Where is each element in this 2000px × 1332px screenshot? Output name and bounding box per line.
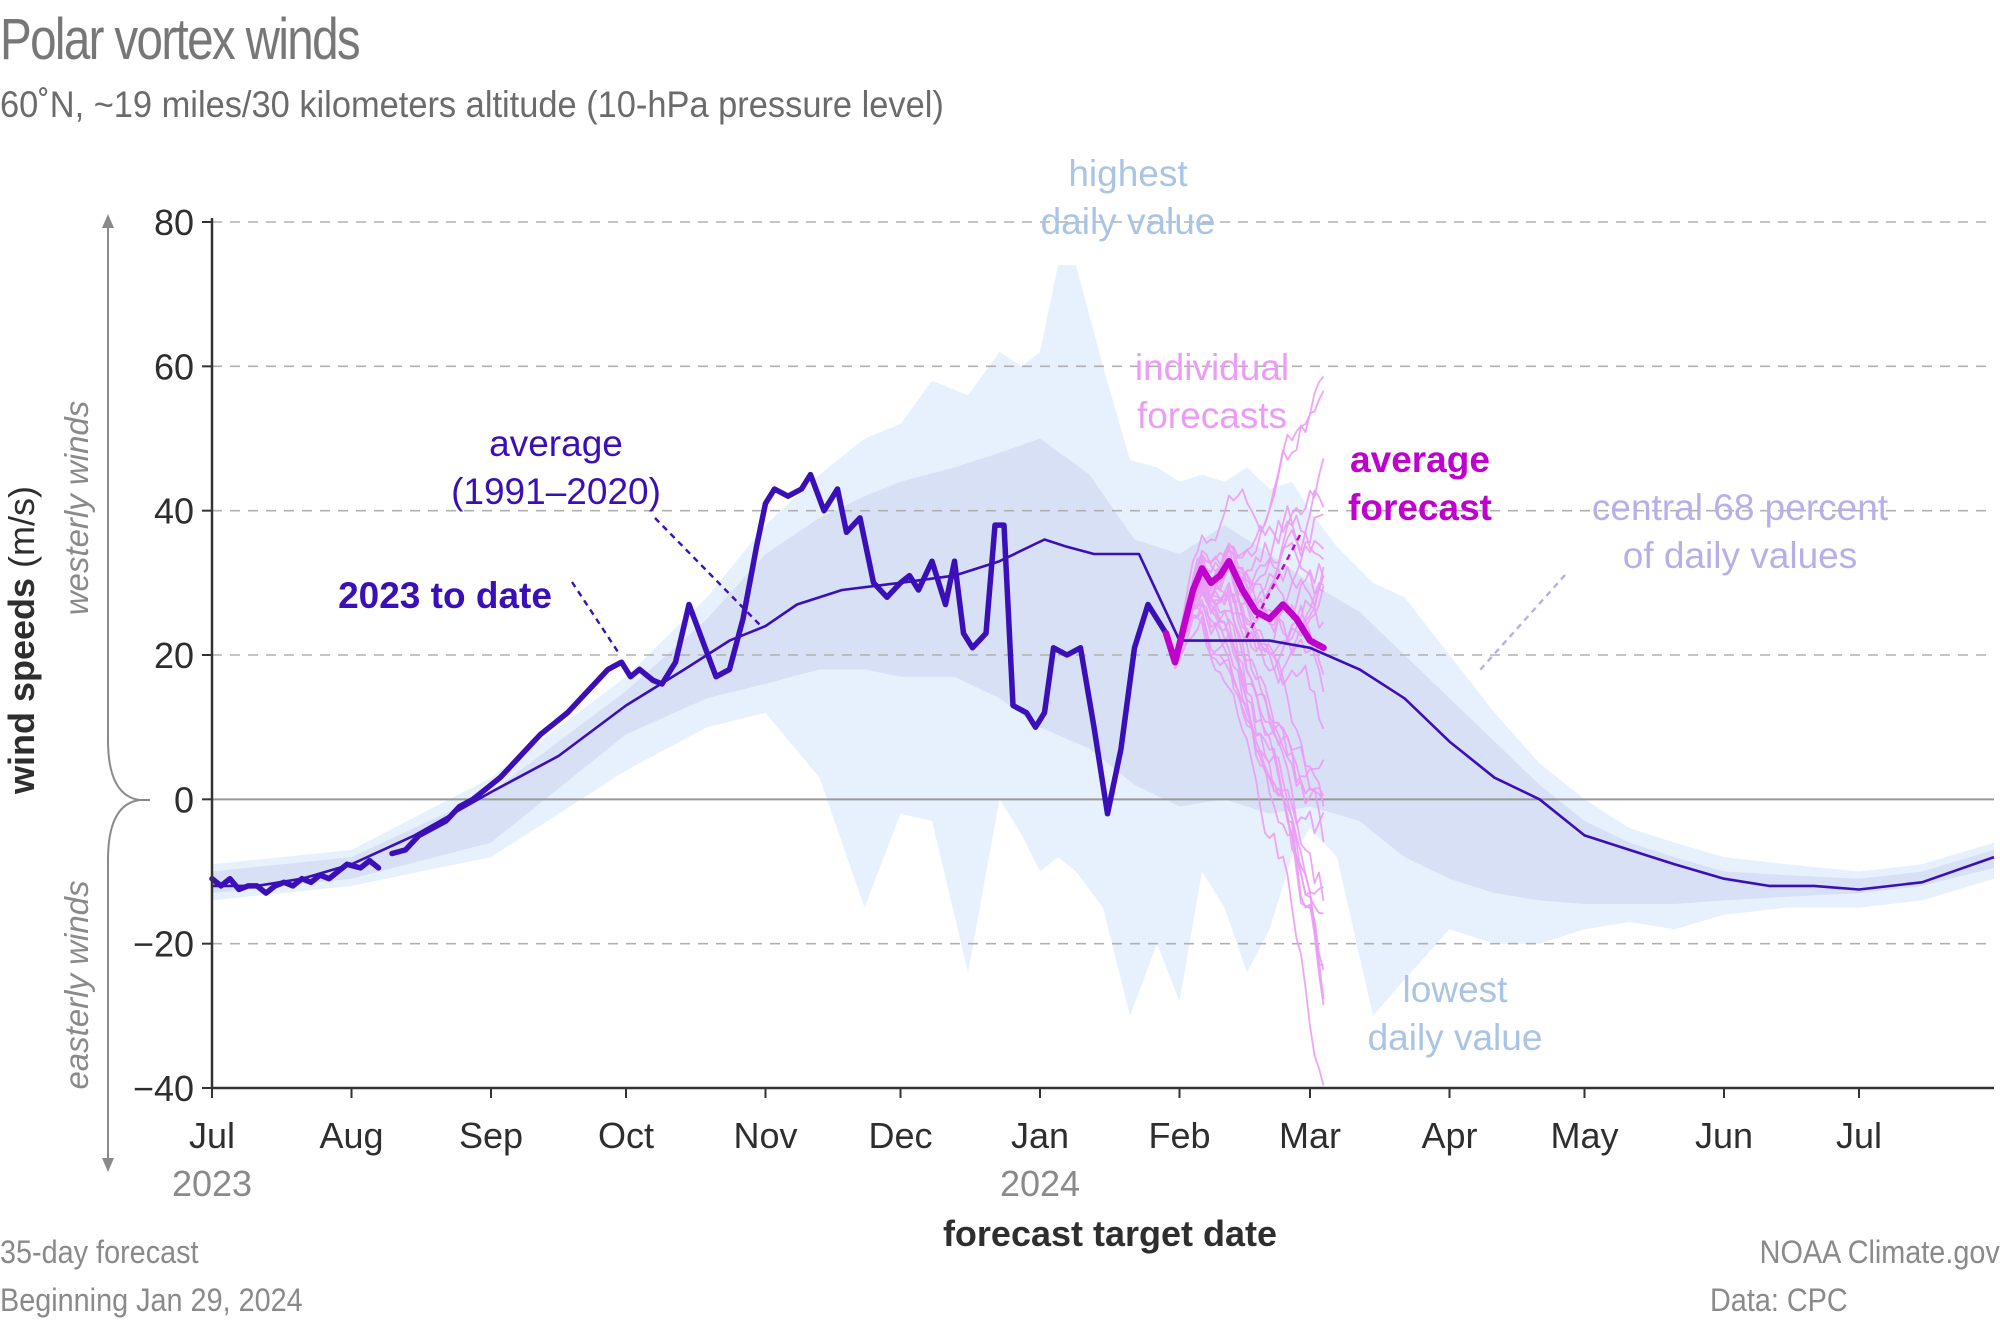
x-year-label: 2023 bbox=[172, 1163, 252, 1204]
central-68-percent-label: central 68 percent of daily values bbox=[1592, 487, 1889, 576]
arrow-up-icon bbox=[102, 214, 114, 228]
individual-forecasts-label-line: forecasts bbox=[1137, 395, 1287, 436]
y-tick-label: 80 bbox=[154, 202, 194, 243]
central-68-percent-label-line: of daily values bbox=[1623, 535, 1857, 576]
y-axis-easterly-label: easterly winds bbox=[58, 880, 95, 1089]
individual-forecasts-layer bbox=[1174, 375, 1325, 1086]
average-forecast-label-line: average bbox=[1350, 439, 1490, 480]
footer-forecast-start: Beginning Jan 29, 2024 bbox=[0, 1282, 303, 1318]
highest-daily-value-label-line: daily value bbox=[1041, 201, 1216, 242]
x-tick-label: Aug bbox=[319, 1115, 383, 1156]
highest-daily-value-label: highest daily value bbox=[1041, 153, 1216, 242]
x-tick-label: Apr bbox=[1421, 1115, 1477, 1156]
individual-forecasts-label: individual forecasts bbox=[1135, 347, 1289, 436]
highest-daily-value-label-line: highest bbox=[1068, 153, 1188, 194]
individual-forecast-line bbox=[1174, 602, 1325, 971]
y-tick-label: 0 bbox=[174, 779, 194, 820]
individual-forecast-line bbox=[1174, 581, 1324, 669]
average-forecast-label: average forecast bbox=[1348, 439, 1492, 528]
individual-forecast-line bbox=[1174, 616, 1325, 1006]
observed-2023-label: 2023 to date bbox=[338, 575, 552, 616]
chart-subtitle: 60˚N, ~19 miles/30 kilometers altitude (… bbox=[0, 84, 944, 125]
individual-forecast-line bbox=[1174, 616, 1325, 1086]
individual-forecasts-label-line: individual bbox=[1135, 347, 1289, 388]
annotation-layer: highest daily value individual forecasts ave… bbox=[338, 153, 1889, 1058]
leader-lines-layer bbox=[570, 517, 1566, 671]
y-axis-title: wind speeds (m/s) bbox=[1, 486, 42, 795]
observed-2023-line bbox=[209, 857, 382, 896]
lowest-daily-value-label-line: lowest bbox=[1403, 969, 1509, 1010]
x-year-label: 2024 bbox=[1000, 1163, 1080, 1204]
y-axis-title-unit: (m/s) bbox=[1, 486, 42, 568]
individual-forecast-line bbox=[1174, 602, 1325, 805]
bands-layer bbox=[212, 265, 1994, 1016]
x-tick-label: Dec bbox=[868, 1115, 932, 1156]
observed-leader-line bbox=[570, 581, 622, 656]
average-forecast-leader-line bbox=[1243, 534, 1302, 641]
x-tick-label: Jul bbox=[1836, 1115, 1882, 1156]
lowest-daily-value-label: lowest daily value bbox=[1368, 969, 1543, 1058]
x-tick-label: Oct bbox=[598, 1115, 654, 1156]
axes-layer: 80 60 40 20 0 −20 −40 Jul Aug Sep Oct Nov Dec Jan Feb M… bbox=[133, 202, 1994, 1204]
average-forecast-label-line: forecast bbox=[1348, 487, 1492, 528]
climatology-average-label-line: (1991–2020) bbox=[451, 471, 661, 512]
observed-2023-label-line: 2023 to date bbox=[338, 575, 552, 616]
y-tick-label: −40 bbox=[133, 1068, 194, 1109]
x-tick-label: Nov bbox=[733, 1115, 797, 1156]
x-tick-label: Mar bbox=[1279, 1115, 1341, 1156]
individual-forecast-line bbox=[1174, 513, 1324, 662]
footer-forecast-length: 35-day forecast bbox=[0, 1234, 199, 1270]
individual-forecast-line bbox=[1174, 549, 1325, 730]
x-tick-label: May bbox=[1550, 1115, 1618, 1156]
x-tick-label: Jun bbox=[1695, 1115, 1753, 1156]
lowest-daily-value-label-line: daily value bbox=[1368, 1017, 1543, 1058]
y-tick-label: 60 bbox=[154, 346, 194, 387]
x-axis-title: forecast target date bbox=[943, 1213, 1277, 1254]
y-axis-westerly-label: westerly winds bbox=[58, 401, 95, 616]
footer-credit: NOAA Climate.gov bbox=[1759, 1234, 2000, 1270]
arrow-down-icon bbox=[102, 1158, 114, 1172]
brace-line bbox=[107, 228, 150, 1160]
climatology-average-label: average (1991–2020) bbox=[451, 423, 661, 512]
y-axis-title-bold: wind speeds bbox=[1, 568, 42, 795]
observed-2023-line bbox=[389, 471, 1169, 857]
x-tick-label: Sep bbox=[459, 1115, 523, 1156]
x-tick-label: Jan bbox=[1011, 1115, 1069, 1156]
climatology-average-label-line: average bbox=[489, 423, 623, 464]
central-68-percent-band bbox=[212, 438, 1994, 904]
climatology-average-line bbox=[212, 538, 1995, 891]
series-layer bbox=[209, 471, 1995, 896]
climatology-leader-line bbox=[654, 517, 761, 626]
individual-forecast-line bbox=[1174, 375, 1325, 658]
y-tick-label: 20 bbox=[154, 635, 194, 676]
x-tick-label: Jul bbox=[189, 1115, 235, 1156]
y-tick-label: −20 bbox=[133, 924, 194, 965]
central-68-percent-label-line: central 68 percent bbox=[1592, 487, 1889, 528]
footer-data-source: Data: CPC bbox=[1710, 1282, 1848, 1318]
chart-title: Polar vortex winds bbox=[0, 7, 361, 72]
wind-direction-brace bbox=[107, 228, 150, 1160]
x-tick-label: Feb bbox=[1148, 1115, 1210, 1156]
average-forecast-line bbox=[1162, 557, 1327, 666]
y-tick-label: 40 bbox=[154, 491, 194, 532]
individual-forecast-line bbox=[1174, 390, 1325, 660]
